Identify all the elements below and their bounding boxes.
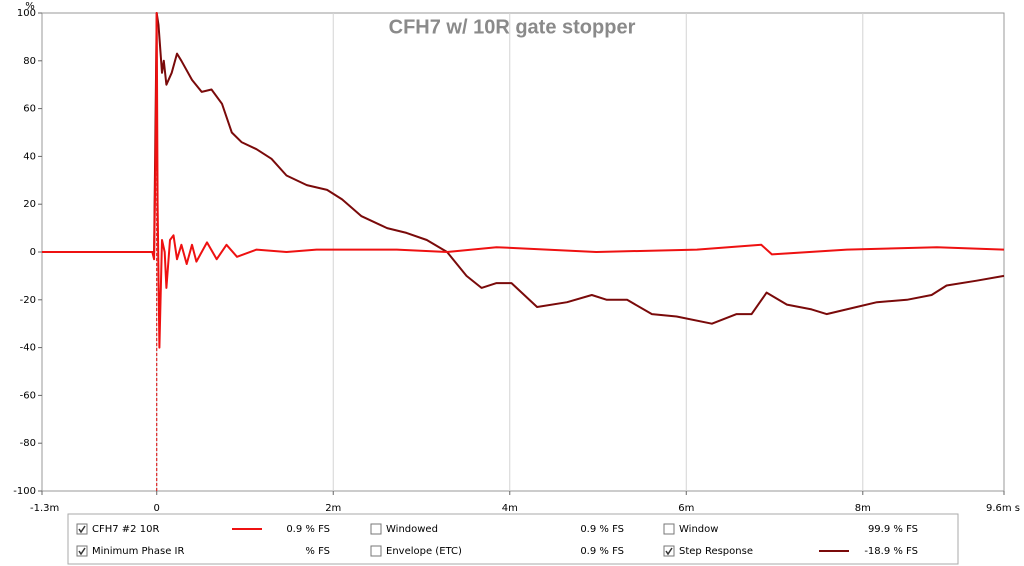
legend-readout: % FS xyxy=(305,546,330,557)
legend-label[interactable]: Windowed xyxy=(386,524,438,535)
y-tick-label: 0 xyxy=(30,247,36,258)
legend-label[interactable]: Window xyxy=(679,524,718,535)
y-tick-label: 20 xyxy=(23,199,36,210)
y-tick-label: 40 xyxy=(23,151,36,162)
y-axis-label: % xyxy=(25,1,35,12)
checkbox[interactable] xyxy=(663,545,675,557)
y-tick-label: -20 xyxy=(20,295,36,306)
checkbox[interactable] xyxy=(663,523,675,535)
y-tick-label: 60 xyxy=(23,104,36,115)
legend-readout: 0.9 % FS xyxy=(286,524,330,535)
y-tick-label: -60 xyxy=(20,390,36,401)
x-tick-label: 0 xyxy=(154,503,160,514)
plot-area xyxy=(41,12,1005,492)
checkbox[interactable] xyxy=(76,545,88,557)
legend-label[interactable]: Envelope (ETC) xyxy=(386,546,462,557)
legend-label[interactable]: Step Response xyxy=(679,546,753,557)
checkbox[interactable] xyxy=(370,545,382,557)
x-tick-label: 6m xyxy=(678,503,694,514)
y-tick-label: 80 xyxy=(23,56,36,67)
legend-label[interactable]: Minimum Phase IR xyxy=(92,546,185,557)
legend-label[interactable]: CFH7 #2 10R xyxy=(92,524,159,535)
x-tick-label: 4m xyxy=(502,503,518,514)
checkbox[interactable] xyxy=(76,523,88,535)
y-tick-label: -40 xyxy=(20,343,36,354)
y-tick-label: -80 xyxy=(20,438,36,449)
checkmark xyxy=(78,525,86,534)
x-tick-label: 8m xyxy=(855,503,871,514)
legend-readout: 99.9 % FS xyxy=(868,524,918,535)
x-tick-label: 9.6m s xyxy=(986,503,1020,514)
checkbox[interactable] xyxy=(370,523,382,535)
chart-title: CFH7 w/ 10R gate stopper xyxy=(389,16,636,38)
x-tick-label: -1.3m xyxy=(30,503,59,514)
legend-readout: 0.9 % FS xyxy=(580,546,624,557)
y-tick-label: 100 xyxy=(17,8,36,19)
checkmark xyxy=(78,547,86,556)
y-tick-label: -100 xyxy=(13,486,36,497)
x-tick-label: 2m xyxy=(325,503,341,514)
series-line xyxy=(42,12,1005,325)
checkmark xyxy=(665,547,673,556)
series-line xyxy=(42,12,1005,349)
legend-readout: 0.9 % FS xyxy=(580,524,624,535)
legend-readout: -18.9 % FS xyxy=(864,546,918,557)
legend-panel xyxy=(67,513,959,565)
